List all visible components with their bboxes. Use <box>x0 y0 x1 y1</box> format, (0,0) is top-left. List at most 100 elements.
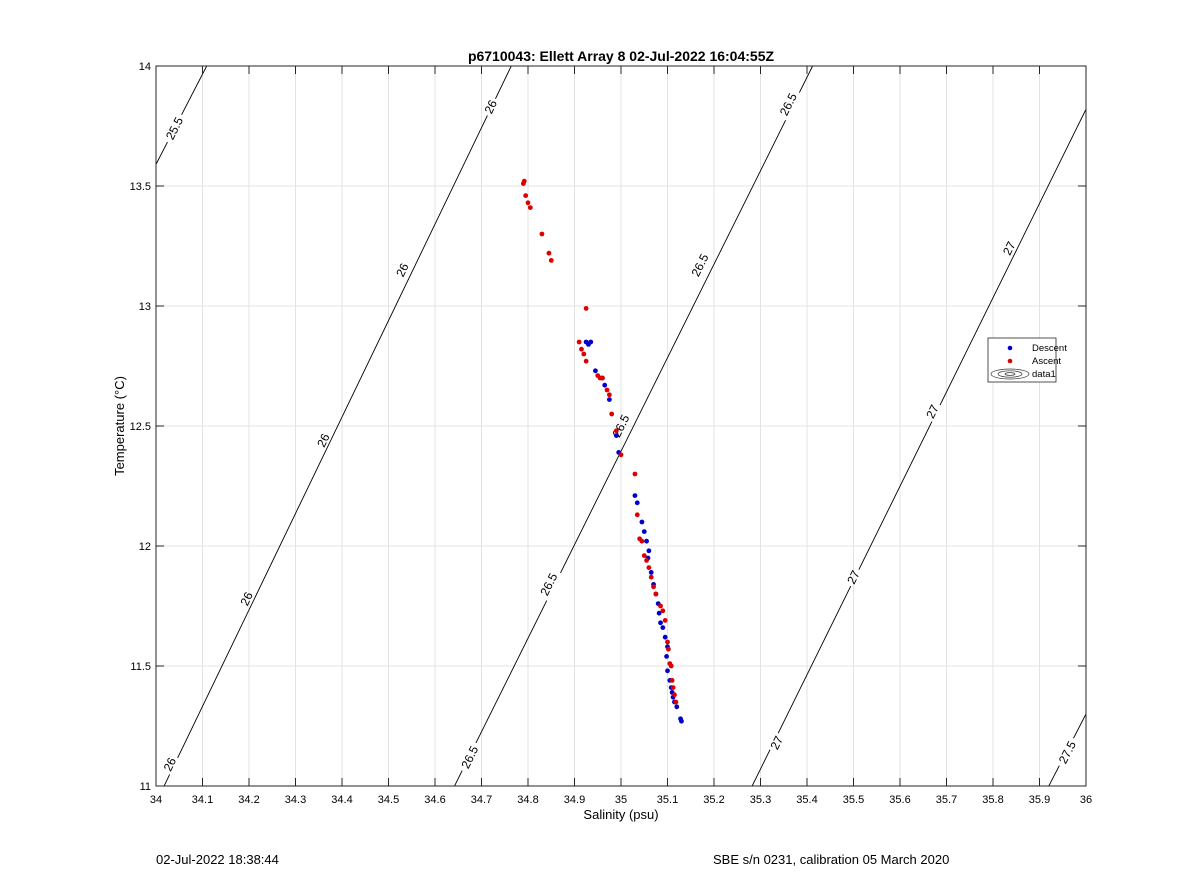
ascent-point <box>581 351 587 357</box>
contour-label: 26.5 <box>689 251 712 278</box>
descent-point <box>665 668 670 674</box>
descent-point <box>586 342 591 347</box>
x-tick-label: 35.7 <box>936 794 957 806</box>
ascent-point <box>523 193 529 199</box>
x-tick-label: 35.8 <box>982 794 1003 806</box>
x-tick-label: 34.4 <box>331 794 352 806</box>
ascent-point <box>583 358 589 364</box>
ascent-point <box>546 250 552 256</box>
legend[interactable]: Descent Ascent data1 <box>987 337 1067 383</box>
descent-point <box>674 704 680 710</box>
ascent-point <box>548 258 554 263</box>
contour-label: 26 <box>482 97 501 115</box>
contour-label: 27 <box>923 402 942 420</box>
ascent-point <box>648 574 654 580</box>
ascent-point <box>666 646 671 652</box>
descent-point <box>632 493 638 498</box>
contour-label: 26 <box>314 431 333 449</box>
contour-25.5: 25.5 <box>156 66 208 165</box>
contour-label: 26 <box>161 755 180 773</box>
ascent-point <box>634 512 640 518</box>
ascent-point <box>658 603 663 609</box>
legend-ascent-label: Ascent <box>1032 356 1061 367</box>
y-tick-label: 11.5 <box>130 661 151 673</box>
contour-label: 27 <box>1000 239 1019 257</box>
descent-point <box>662 634 668 640</box>
ascent-point <box>665 639 670 645</box>
x-tick-label: 35.9 <box>1029 794 1050 806</box>
x-tick-label: 34.1 <box>192 794 213 806</box>
y-axis-ticks: 11 11.5 12 12.5 13 13.5 14 <box>130 61 1086 793</box>
descent-point <box>602 382 608 388</box>
contour-label: 27.5 <box>1056 739 1079 766</box>
x-tick-label: 34.3 <box>285 794 306 806</box>
ascent-point <box>527 205 533 211</box>
y-tick-label: 12 <box>139 541 151 553</box>
legend-descent-marker <box>1007 345 1013 351</box>
descent-point <box>664 654 669 659</box>
ascent-point <box>651 584 656 590</box>
ascent-point <box>613 428 619 434</box>
ascent-point <box>604 387 610 393</box>
contour-label: 26.5 <box>777 91 800 118</box>
ascent-point <box>670 685 676 690</box>
x-tick-label: 34.2 <box>238 794 259 806</box>
descent-point <box>606 397 612 402</box>
descent-point <box>648 570 654 575</box>
ascent-point <box>644 558 649 563</box>
x-tick-label: 34 <box>150 794 162 806</box>
y-tick-label: 13.5 <box>130 181 151 193</box>
ascent-point <box>600 375 605 381</box>
ascent-point <box>669 678 675 683</box>
contour-27: 27 27 27 27 <box>751 109 1086 786</box>
descent-point <box>679 718 684 724</box>
x-tick-label: 36 <box>1080 794 1092 806</box>
x-axis-ticks: 34 34.1 34.2 34.3 34.4 34.5 34.6 34.7 34.8 34.9 35… <box>150 66 1092 806</box>
chart-title: p6710043: Ellett Array 8 02-Jul-2022 16:… <box>468 48 775 64</box>
ascent-point <box>672 692 677 698</box>
ascent-point <box>576 339 582 345</box>
x-tick-label: 35.2 <box>703 794 724 806</box>
ascent-point <box>632 471 638 477</box>
descent-point <box>634 500 640 506</box>
contour-label: 26.5 <box>458 743 481 770</box>
descent-point <box>660 625 666 630</box>
contour-label: 27 <box>768 733 787 751</box>
contour-27.5: 27.5 <box>1048 713 1086 786</box>
ascent-point <box>662 618 668 623</box>
contour-label: 26 <box>393 261 412 279</box>
ascent-point <box>673 699 679 705</box>
contour-label: 26 <box>237 589 256 607</box>
ascent-point <box>609 411 615 417</box>
x-tick-label: 35.4 <box>796 794 817 806</box>
descent-point <box>639 519 645 525</box>
contour-line <box>751 109 1086 786</box>
contour-line <box>156 66 208 165</box>
contour-26: 26 26 26 26 26 <box>161 66 512 786</box>
y-tick-label: 12.5 <box>130 421 151 433</box>
ascent-point <box>668 663 674 669</box>
y-tick-label: 13 <box>139 301 151 313</box>
x-tick-label: 35.5 <box>843 794 864 806</box>
y-tick-label: 14 <box>139 61 151 73</box>
ascent-point <box>641 553 647 558</box>
descent-point <box>613 433 619 438</box>
y-tick-label: 11 <box>140 781 151 793</box>
x-tick-label: 35 <box>615 794 627 806</box>
contour-label: 27 <box>844 568 863 586</box>
x-tick-label: 35.3 <box>750 794 771 806</box>
legend-ascent-marker <box>1007 358 1013 364</box>
x-tick-label: 34.9 <box>564 794 585 806</box>
contour-line <box>163 66 512 786</box>
footer-calibration: SBE s/n 0231, calibration 05 March 2020 <box>713 852 950 867</box>
series-ascent <box>520 178 679 705</box>
legend-contour-icon <box>990 368 1030 380</box>
ascent-point <box>639 538 645 544</box>
y-axis-label: Temperature (°C) <box>112 376 127 476</box>
ascent-point <box>525 200 531 206</box>
footer-timestamp: 02-Jul-2022 18:38:44 <box>156 852 279 867</box>
x-tick-label: 34.5 <box>378 794 399 806</box>
ascent-point <box>660 608 666 614</box>
descent-point <box>656 610 662 616</box>
